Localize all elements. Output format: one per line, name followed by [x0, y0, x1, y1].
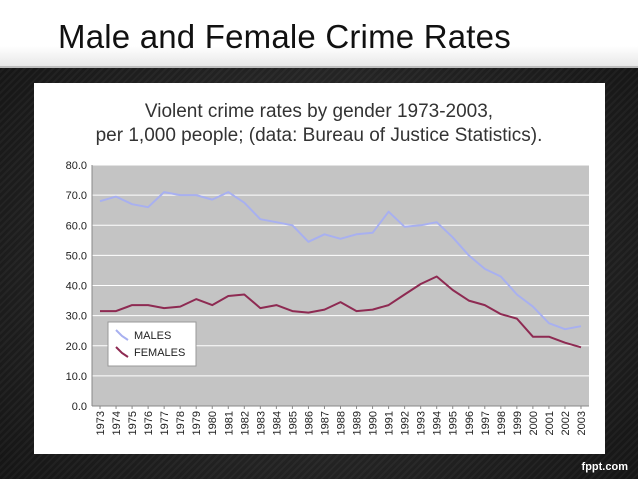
- x-tick-label: 1995: [448, 411, 460, 435]
- y-tick-label: 40.0: [66, 281, 87, 293]
- x-tick-label: 2002: [560, 411, 572, 435]
- legend-swatch: [115, 329, 129, 341]
- legend-box: [107, 321, 197, 367]
- y-tick-label: 50.0: [66, 250, 87, 262]
- x-tick-label: 1980: [207, 411, 219, 435]
- line-chart: Violent crime rates by gender 1973-2003,…: [66, 101, 589, 435]
- x-tick-label: 1977: [159, 411, 171, 435]
- y-tick-label: 70.0: [66, 190, 87, 202]
- x-tick-label: 1974: [111, 411, 123, 435]
- x-tick-label: 1987: [319, 411, 331, 435]
- x-tick-label: 1979: [191, 411, 203, 435]
- y-tick-label: 80.0: [66, 160, 87, 172]
- x-axis-ticks: 1973 1974 1975 1976 1977 1978 1979 1980 1981 1982…: [95, 406, 588, 435]
- x-tick-label: 1998: [496, 411, 508, 435]
- chart-subtitle: per 1,000 people; (data: Bureau of Justi…: [96, 125, 543, 146]
- title-band: Male and Female Crime Rates: [0, 0, 638, 68]
- x-tick-label: 2000: [528, 411, 540, 435]
- y-tick-label: 0.0: [72, 401, 87, 413]
- y-tick-label: 60.0: [66, 220, 87, 232]
- legend-label: FEMALES: [134, 347, 185, 359]
- x-tick-label: 1973: [95, 411, 107, 435]
- x-tick-label: 1990: [368, 411, 380, 435]
- slide-title: Male and Female Crime Rates: [58, 18, 511, 55]
- x-tick-label: 1989: [352, 411, 364, 435]
- x-tick-label: 1985: [287, 411, 299, 435]
- x-tick-label: 1991: [384, 411, 396, 435]
- legend: MALES FEMALES: [107, 321, 197, 367]
- legend-label: MALES: [134, 330, 171, 342]
- x-tick-label: 1994: [432, 411, 444, 435]
- x-tick-label: 1993: [416, 411, 428, 435]
- series-line-females: [100, 275, 582, 349]
- x-tick-label: 1999: [512, 411, 524, 435]
- x-tick-label: 1981: [223, 411, 235, 435]
- chart-panel: Violent crime rates by gender 1973-2003,…: [34, 83, 605, 454]
- y-tick-label: 20.0: [66, 341, 87, 353]
- x-tick-label: 1976: [143, 411, 155, 435]
- x-tick-label: 1983: [255, 411, 267, 435]
- y-tick-label: 10.0: [66, 371, 87, 383]
- x-tick-label: 1988: [336, 411, 348, 435]
- x-tick-label: 1978: [175, 411, 187, 435]
- x-tick-label: 2001: [544, 411, 556, 435]
- x-tick-label: 2003: [576, 411, 588, 435]
- x-tick-label: 1984: [271, 411, 283, 435]
- x-tick-label: 1996: [464, 411, 476, 435]
- x-tick-label: 1997: [480, 411, 492, 435]
- footer-watermark: fppt.com: [581, 461, 628, 473]
- x-tick-label: 1986: [303, 411, 315, 435]
- y-tick-label: 30.0: [66, 311, 87, 323]
- x-tick-label: 1982: [239, 411, 251, 435]
- series-line-males: [99, 191, 582, 331]
- y-axis-ticks: 0.0 10.0 20.0 30.0 40.0 50.0 60.0 70.0 80.0: [66, 160, 87, 413]
- x-tick-label: 1975: [127, 411, 139, 435]
- legend-swatch: [115, 346, 129, 358]
- series-lines: [99, 191, 582, 349]
- chart-title: Violent crime rates by gender 1973-2003,: [145, 101, 493, 122]
- x-tick-label: 1992: [400, 411, 412, 435]
